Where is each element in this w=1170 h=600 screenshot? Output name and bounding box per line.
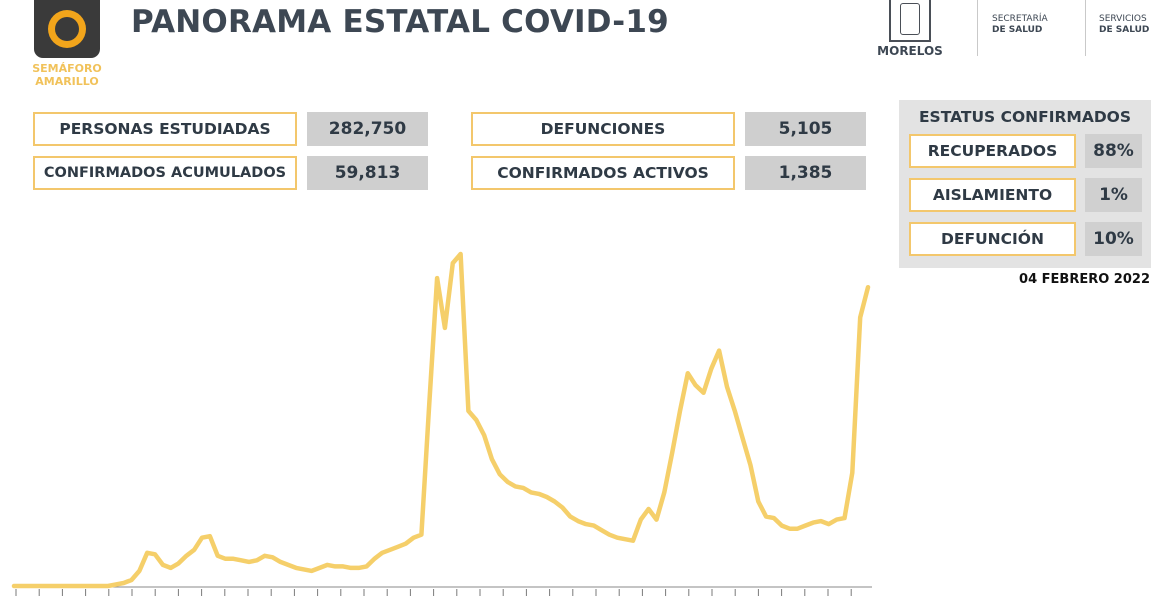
- x-axis-ticks: [15, 589, 852, 596]
- report-date: 04 FEBRERO 2022: [1019, 272, 1150, 287]
- personas-estudiadas-value: 282,750: [307, 112, 428, 146]
- confirmados-acumulados-value: 59,813: [307, 156, 428, 190]
- defunciones-label: DEFUNCIONES: [471, 112, 735, 146]
- state-seal-icon: [889, 0, 931, 42]
- estatus-title: ESTATUS CONFIRMADOS: [918, 108, 1132, 126]
- confirmados-activos-label: CONFIRMADOS ACTIVOS: [471, 156, 735, 190]
- defunciones-value: 5,105: [745, 112, 866, 146]
- defuncion-label: DEFUNCIÓN: [909, 222, 1076, 256]
- personas-estudiadas-label: PERSONAS ESTUDIADAS: [33, 112, 297, 146]
- page-title: PANORAMA ESTATAL COVID-19: [131, 4, 669, 40]
- semaforo-label: SEMÁFORO AMARILLO: [32, 62, 102, 88]
- logo-divider: [1085, 0, 1086, 56]
- secretaria-salud-logo: SECRETARÍA DE SALUD: [992, 14, 1048, 35]
- semaforo-indicator: [34, 0, 100, 58]
- traffic-light-icon: [48, 10, 86, 48]
- servicios-salud-logo: SERVICIOS DE SALUD: [1099, 14, 1150, 35]
- series-line: [11, 251, 871, 589]
- recuperados-value: 88%: [1085, 134, 1142, 168]
- state-name: MORELOS: [877, 44, 943, 58]
- defuncion-value: 10%: [1085, 222, 1142, 256]
- aislamiento-value: 1%: [1085, 178, 1142, 212]
- aislamiento-label: AISLAMIENTO: [909, 178, 1076, 212]
- active-cases-line-chart: [11, 251, 872, 596]
- confirmados-acumulados-label: CONFIRMADOS ACUMULADOS: [33, 156, 297, 190]
- recuperados-label: RECUPERADOS: [909, 134, 1076, 168]
- confirmados-activos-value: 1,385: [745, 156, 866, 190]
- logo-divider: [977, 0, 978, 56]
